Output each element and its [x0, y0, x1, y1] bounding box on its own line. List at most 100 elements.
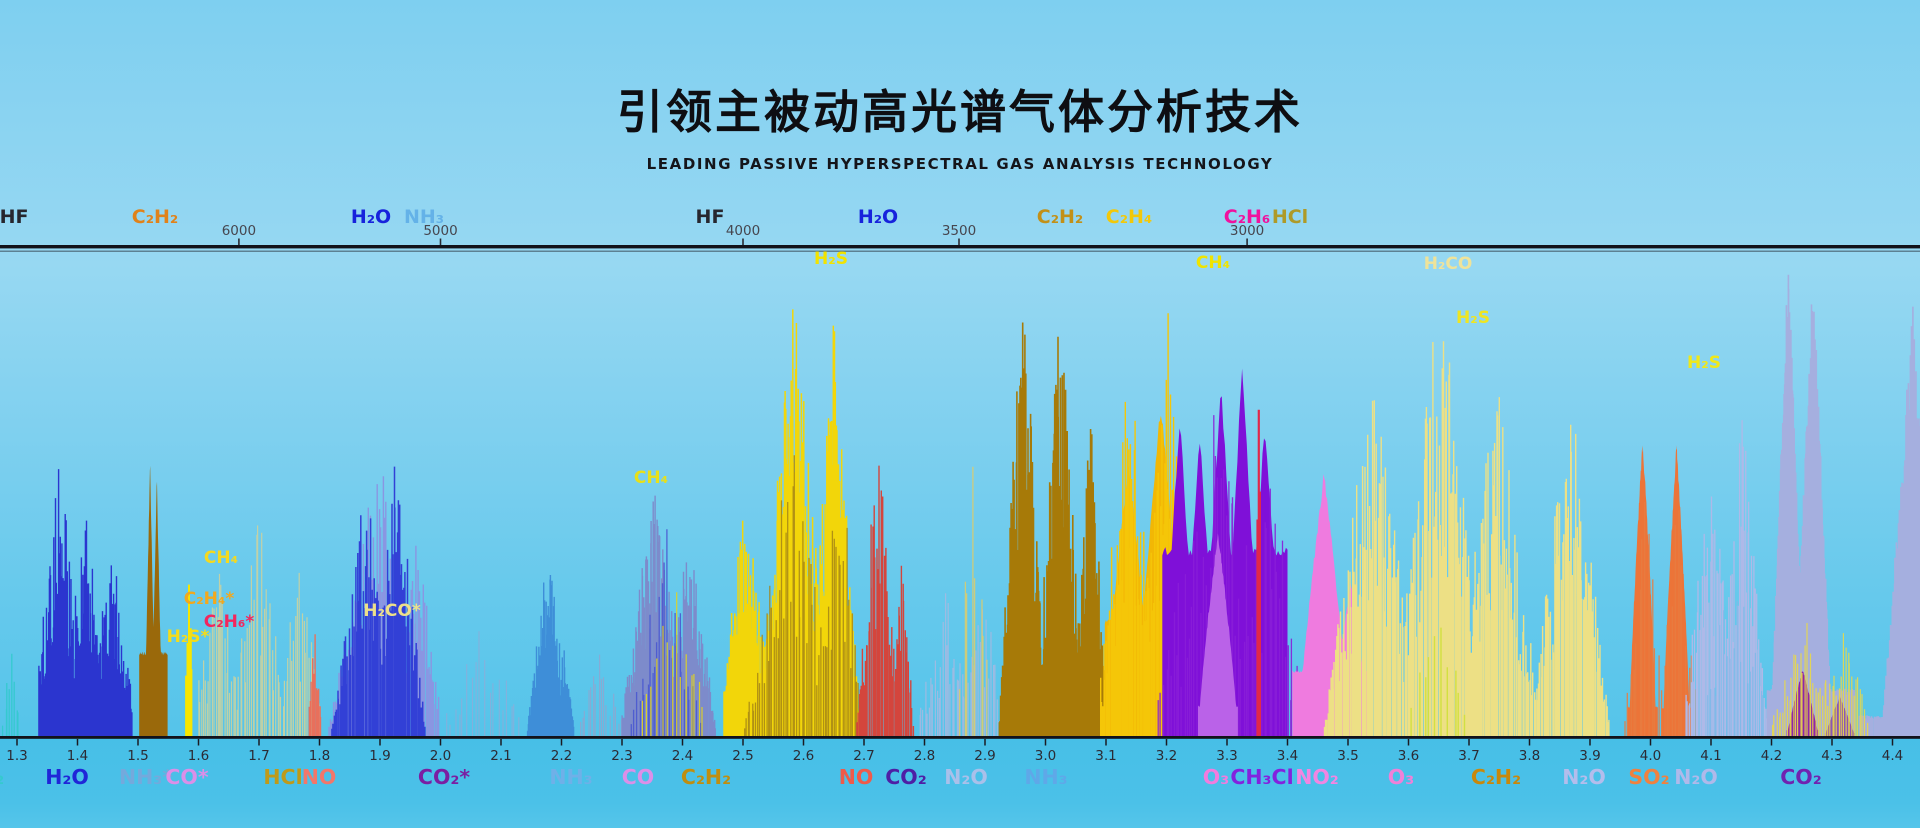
inner-gas-label: CH₄	[634, 468, 668, 488]
bottom-gas-label: O₂	[0, 765, 4, 789]
spectral-band-10	[580, 654, 622, 737]
top-axis-tick-label: 6000	[222, 223, 256, 239]
bottom-axis-tick-label: 1.5	[127, 748, 148, 764]
bottom-axis-tick-label: 1.7	[248, 748, 269, 764]
bottom-gas-label: CO₂*	[418, 765, 470, 789]
inner-gas-label: H₂S	[1687, 353, 1721, 373]
spectral-band-28	[1410, 627, 1466, 737]
top-axis-line	[0, 245, 1920, 249]
top-gas-label: C₂H₂	[1037, 206, 1084, 228]
bottom-gas-label: NO₂	[1295, 765, 1339, 789]
spectral-band-H2O	[38, 469, 133, 737]
top-axis-tick-label: 3500	[942, 223, 976, 239]
bottom-axis-tick-label: 2.2	[551, 748, 572, 764]
top-gas-label: HF	[0, 206, 28, 228]
bottom-axis-line	[0, 736, 1920, 739]
inner-gas-label: H₂S	[814, 249, 848, 269]
top-axis-tick-label: 5000	[423, 223, 457, 239]
bottom-gas-label: O₃	[1203, 765, 1229, 789]
bottom-gas-label: CO	[622, 765, 654, 789]
bottom-axis-tick-label: 2.3	[611, 748, 632, 764]
bottom-gas-label: NH₃	[1024, 765, 1067, 789]
bottom-gas-label: N₂O	[1674, 765, 1718, 789]
bottom-axis-tick-label: 4.4	[1882, 748, 1903, 764]
inner-gas-label: H₂CO*	[363, 601, 421, 621]
bottom-gas-label: NO	[302, 765, 337, 789]
spectral-band-33	[1707, 601, 1764, 737]
bottom-axis-tick-label: 3.4	[1277, 748, 1298, 764]
bottom-axis-tick-label: 1.9	[369, 748, 390, 764]
spectral-band-SO2	[1624, 502, 1696, 737]
spectral-band-C2H2	[998, 322, 1109, 737]
bottom-axis-tick-label: 1.8	[309, 748, 330, 764]
bottom-gas-label: NH₃	[549, 765, 592, 789]
top-gas-label: C₂H₄	[1106, 206, 1153, 228]
bottom-gas-label: NO	[839, 765, 874, 789]
spectral-band-8	[446, 631, 520, 737]
top-axis-line-shadow	[0, 250, 1920, 252]
bottom-axis-tick-label: 2.8	[914, 748, 935, 764]
top-gas-label: H₂O	[858, 206, 898, 228]
bottom-axis-tick-label: 3.7	[1458, 748, 1479, 764]
bottom-axis-tick-label: 2.0	[430, 748, 451, 764]
spectral-band-CO2	[1858, 306, 1920, 737]
bottom-axis-tick-label: 1.3	[6, 748, 27, 764]
bottom-axis-tick-label: 3.2	[1156, 748, 1177, 764]
bottom-axis-tick-label: 2.5	[732, 748, 753, 764]
bottom-axis-tick-label: 3.9	[1579, 748, 1600, 764]
bottom-axis-tick-label: 2.9	[974, 748, 995, 764]
top-gas-label: HF	[696, 206, 725, 228]
bottom-gas-label: CO₂	[1780, 765, 1821, 789]
bottom-axis-tick-label: 4.3	[1821, 748, 1842, 764]
bottom-gas-label: C₂H₂	[681, 765, 731, 789]
top-axis-tick-label: 4000	[726, 223, 760, 239]
top-gas-label: NH₃	[404, 206, 444, 228]
bottom-gas-label: NH₃*	[119, 765, 173, 789]
inner-gas-label: H₂CO	[1424, 254, 1473, 274]
inner-gas-label: C₂H₆*	[204, 612, 255, 632]
bottom-gas-label: C₂H₂	[1471, 765, 1521, 789]
bottom-axis-tick-label: 1.4	[67, 748, 88, 764]
bottom-gas-label: SO₂	[1628, 765, 1669, 789]
spectral-band-O2	[1, 653, 19, 737]
bottom-gas-label: N₂O	[1562, 765, 1606, 789]
spectral-band-N2O	[1685, 420, 1768, 737]
inner-gas-label: H₂S	[1456, 308, 1490, 328]
top-gas-label: HCl	[1272, 206, 1308, 228]
bottom-axis-tick-label: 3.8	[1519, 748, 1540, 764]
bottom-gas-label: N₂O	[944, 765, 988, 789]
spectral-band-SO2	[1661, 445, 1692, 737]
bottom-axis-tick-label: 3.1	[1095, 748, 1116, 764]
spectral-band-NH3	[526, 575, 575, 737]
spectral-band-H2S*	[185, 584, 193, 737]
spectral-band-C2H2*	[139, 465, 168, 737]
spectral-band-38	[1772, 623, 1869, 737]
page-subtitle: LEADING PASSIVE HYPERSPECTRAL GAS ANALYS…	[646, 155, 1274, 173]
bottom-axis-tick-label: 2.6	[793, 748, 814, 764]
top-axis-tick-label: 3000	[1230, 223, 1264, 239]
top-gas-label: H₂O	[351, 206, 391, 228]
spectral-band-NO	[856, 465, 915, 737]
bottom-axis-tick-label: 3.0	[1035, 748, 1056, 764]
bottom-gas-label: CO*	[165, 765, 208, 789]
spectral-band-C2H4*/C2H6*	[198, 525, 320, 737]
bottom-gas-label: HCl	[263, 765, 302, 789]
bottom-axis-tick-label: 2.4	[672, 748, 693, 764]
spectral-band-O3/C2H2/H2CO	[1323, 341, 1610, 737]
bottom-gas-label: CH₃Cl	[1230, 765, 1293, 789]
spectral-band-25	[1256, 409, 1261, 737]
spectral-band-C2H2	[744, 455, 864, 737]
bottom-axis-tick-label: 4.1	[1700, 748, 1721, 764]
spectral-band-H2CO*	[331, 466, 426, 737]
inner-gas-label: C₂H₄*	[184, 589, 235, 609]
bottom-axis-tick-label: 4.0	[1640, 748, 1661, 764]
bottom-gas-label: H₂O	[45, 765, 89, 789]
top-gas-label: C₂H₆	[1224, 206, 1271, 228]
bottom-axis-tick-label: 2.1	[490, 748, 511, 764]
bottom-gas-label: O₃	[1388, 765, 1414, 789]
spectral-band-O3	[1198, 533, 1238, 737]
spectral-band-N2O	[919, 593, 1004, 737]
top-gas-label: C₂H₂	[132, 206, 179, 228]
